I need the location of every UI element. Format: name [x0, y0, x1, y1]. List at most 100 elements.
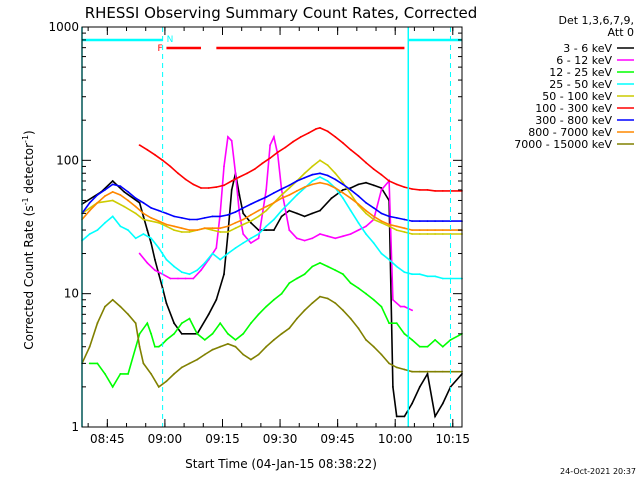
series-0-point-26	[273, 229, 275, 232]
series-line-4	[81, 159, 462, 235]
series-4-point-4	[134, 212, 137, 215]
series-6-point-15	[196, 218, 199, 221]
series-7-point-38	[372, 215, 375, 218]
series-5-point-37	[418, 189, 421, 191]
series-8-point-30	[303, 309, 306, 312]
series-2-point-43	[403, 332, 406, 335]
series-7-point-43	[411, 229, 413, 232]
series-8-point-14	[180, 366, 183, 369]
series-6-point-32	[326, 174, 329, 177]
series-8-point-2	[96, 322, 99, 325]
series-5-point-24	[319, 127, 321, 129]
series-1-point-33	[349, 233, 352, 235]
series-6-point-41	[395, 217, 398, 219]
series-7-point-25	[273, 201, 275, 204]
series-7-point-45	[426, 229, 429, 232]
series-2-point-17	[203, 339, 206, 341]
series-5-point-20	[292, 140, 294, 143]
series-3-point-11	[165, 258, 168, 261]
series-3-point-6	[127, 229, 129, 232]
series-7-point-47	[441, 229, 444, 232]
series-1-point-34	[357, 229, 360, 232]
series-7-point-36	[357, 203, 360, 206]
series-6-point-25	[273, 192, 275, 194]
series-5-point-4	[169, 165, 172, 168]
series-5-point-1	[146, 148, 149, 151]
series-3-point-9	[150, 237, 153, 240]
series-5-point-32	[380, 173, 383, 176]
series-0-point-35	[349, 187, 352, 189]
series-3-point-34	[342, 197, 344, 200]
series-8-point-35	[342, 309, 344, 312]
series-2-point-38	[365, 292, 367, 295]
series-2-point-15	[188, 317, 191, 320]
series-3-point-20	[234, 247, 237, 249]
series-2-point-27	[280, 292, 283, 295]
series-2-point-28	[288, 282, 291, 284]
series-4-point-2	[111, 199, 114, 202]
series-8-point-39	[372, 345, 375, 348]
series-1-point-26	[296, 237, 298, 240]
series-7-point-15	[196, 229, 199, 232]
series-8-point-5	[119, 305, 122, 308]
series-1-point-35	[365, 225, 367, 228]
series-1-point-40	[399, 305, 402, 308]
series-2-point-49	[449, 339, 452, 341]
series-0-point-7	[150, 242, 153, 244]
series-6-point-27	[288, 184, 291, 187]
series-8-point-8	[138, 345, 141, 348]
series-7-point-13	[180, 227, 183, 230]
series-2-point-3	[111, 386, 114, 388]
series-2-point-26	[273, 298, 275, 301]
legend-label-4: 50 - 100 keV	[542, 90, 612, 103]
series-4-point-41	[418, 233, 421, 235]
series-4-point-9	[173, 229, 176, 232]
series-1-point-14	[230, 139, 233, 142]
series-5-point-25	[326, 130, 329, 133]
series-8-point-45	[418, 370, 421, 373]
series-3-point-27	[288, 201, 291, 204]
ylabel-main: Corrected Count Rate (s	[22, 205, 36, 349]
legend-label-7: 800 - 7000 keV	[528, 126, 612, 139]
series-8-point-18	[211, 348, 214, 351]
series-1-point-29	[319, 233, 321, 235]
series-2-point-19	[219, 322, 222, 325]
series-5-point-35	[403, 186, 406, 189]
series-8-point-34	[334, 302, 337, 304]
series-line-3	[81, 176, 462, 280]
series-6-point-5	[119, 185, 122, 188]
series-6-point-3	[104, 189, 106, 191]
series-7-point-31	[319, 181, 321, 184]
series-3-point-47	[441, 277, 444, 280]
series-8-point-12	[165, 380, 168, 383]
series-6-point-17	[211, 215, 214, 218]
series-7-point-11	[165, 223, 168, 226]
series-8-point-24	[257, 353, 260, 356]
series-2-point-42	[395, 322, 398, 325]
series-6-point-31	[319, 172, 321, 175]
series-1-point-2	[154, 269, 156, 272]
series-8-point-23	[250, 358, 252, 361]
series-8-point-37	[357, 327, 360, 330]
series-line-6	[81, 172, 462, 222]
series-5-point-2	[154, 153, 156, 156]
series-0-point-43	[403, 415, 406, 418]
series-8-point-17	[203, 353, 206, 356]
plot-frame	[81, 26, 463, 428]
series-6-point-37	[365, 201, 367, 204]
series-7-point-46	[434, 229, 436, 232]
series-8-point-41	[388, 362, 390, 365]
series-7-point-23	[257, 209, 260, 212]
series-3-point-28	[296, 194, 298, 196]
series-2-point-14	[180, 322, 183, 325]
x-tick-label-2: 09:15	[205, 432, 240, 446]
x-tick-label-6: 10:15	[435, 432, 470, 446]
series-7-point-40	[388, 223, 390, 226]
series-0-point-6	[146, 229, 149, 232]
series-3-point-5	[119, 225, 122, 228]
series-3-point-42	[403, 271, 406, 274]
series-8-point-4	[111, 298, 114, 301]
series-5-point-29	[357, 155, 360, 157]
series-8-point-22	[242, 353, 245, 356]
series-8-point-29	[296, 317, 298, 320]
